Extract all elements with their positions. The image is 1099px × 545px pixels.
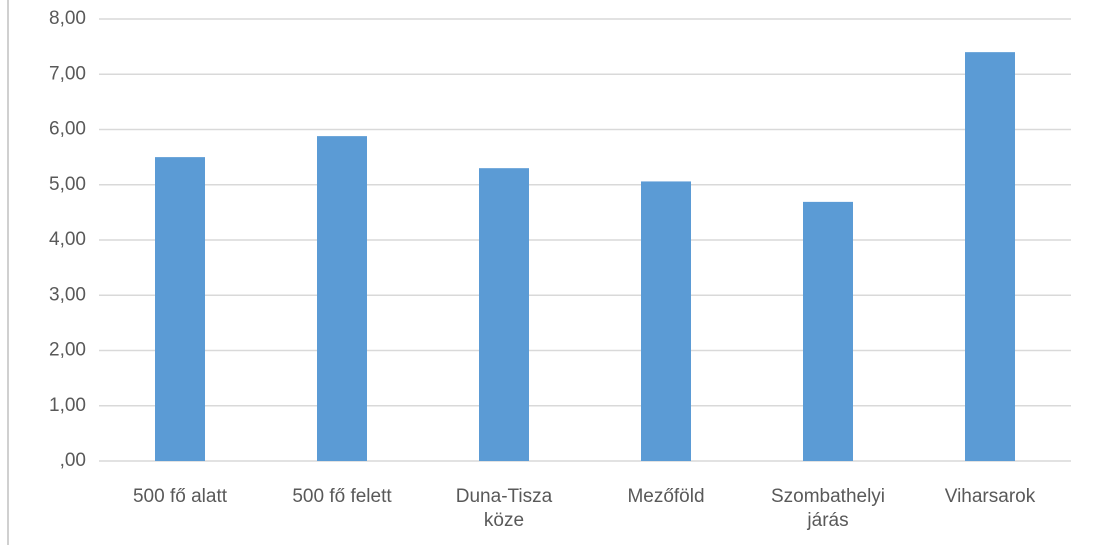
y-tick-label: ,00 bbox=[60, 450, 86, 471]
y-tick-label: 4,00 bbox=[49, 229, 86, 250]
y-tick-label: 1,00 bbox=[49, 395, 86, 416]
y-tick-label: 6,00 bbox=[49, 119, 86, 140]
x-tick-label: 500 fő felett bbox=[292, 486, 392, 507]
bar bbox=[803, 201, 853, 461]
x-tick-label: Duna-Tisza köze bbox=[455, 486, 553, 531]
y-tick-label: 5,00 bbox=[49, 174, 86, 195]
bar bbox=[965, 52, 1015, 462]
y-tick-label: 8,00 bbox=[49, 8, 86, 29]
y-tick-label: 3,00 bbox=[49, 284, 86, 305]
bar bbox=[479, 168, 529, 462]
y-tick-label: 2,00 bbox=[49, 340, 86, 361]
bar bbox=[317, 136, 367, 461]
x-tick-label: 500 fő alatt bbox=[132, 486, 228, 507]
bar bbox=[155, 157, 205, 461]
x-tick-label: Szombathelyi járás bbox=[770, 486, 886, 531]
y-tick-label: 7,00 bbox=[49, 63, 86, 84]
bar bbox=[641, 181, 691, 461]
x-tick-label: Mezőföld bbox=[627, 486, 705, 507]
x-tick-label: Viharsarok bbox=[944, 486, 1036, 507]
